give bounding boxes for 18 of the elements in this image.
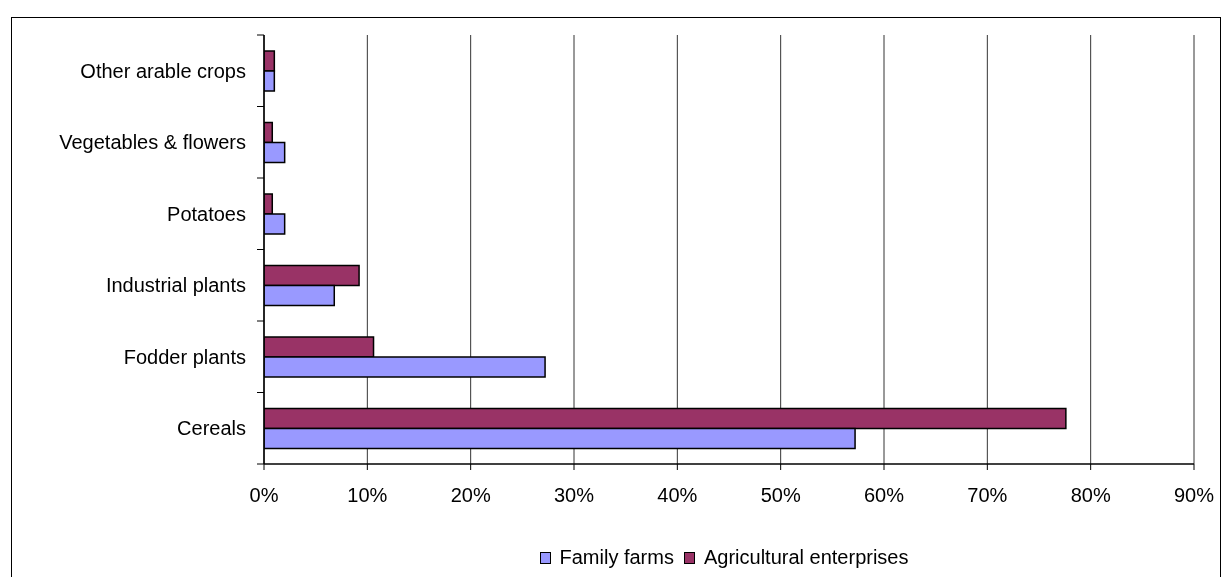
- y-tick-label: Industrial plants: [105, 274, 246, 297]
- y-tick-label: Potatoes: [167, 202, 246, 225]
- y-tick-label: Cereals: [177, 417, 246, 440]
- x-tick-label: 50%: [760, 484, 801, 507]
- x-tick-label: 40%: [657, 484, 698, 507]
- x-tick-label: 60%: [863, 484, 905, 507]
- y-tick-label: Other arable crops: [80, 59, 246, 82]
- x-tick-label: 70%: [967, 484, 1008, 507]
- x-tick-label: 10%: [347, 484, 388, 507]
- x-tick-label: 30%: [553, 484, 595, 507]
- x-tick-label: 90%: [1173, 484, 1215, 507]
- legend-label: Agricultural enterprises: [703, 546, 909, 569]
- y-tick-label: Fodder plants: [123, 345, 246, 368]
- legend-label: Family farms: [559, 546, 674, 569]
- x-tick-label: 80%: [1070, 484, 1111, 507]
- x-tick-label: 0%: [249, 484, 279, 507]
- x-tick-label: 20%: [450, 484, 491, 507]
- y-tick-label: Vegetables & flowers: [59, 131, 246, 154]
